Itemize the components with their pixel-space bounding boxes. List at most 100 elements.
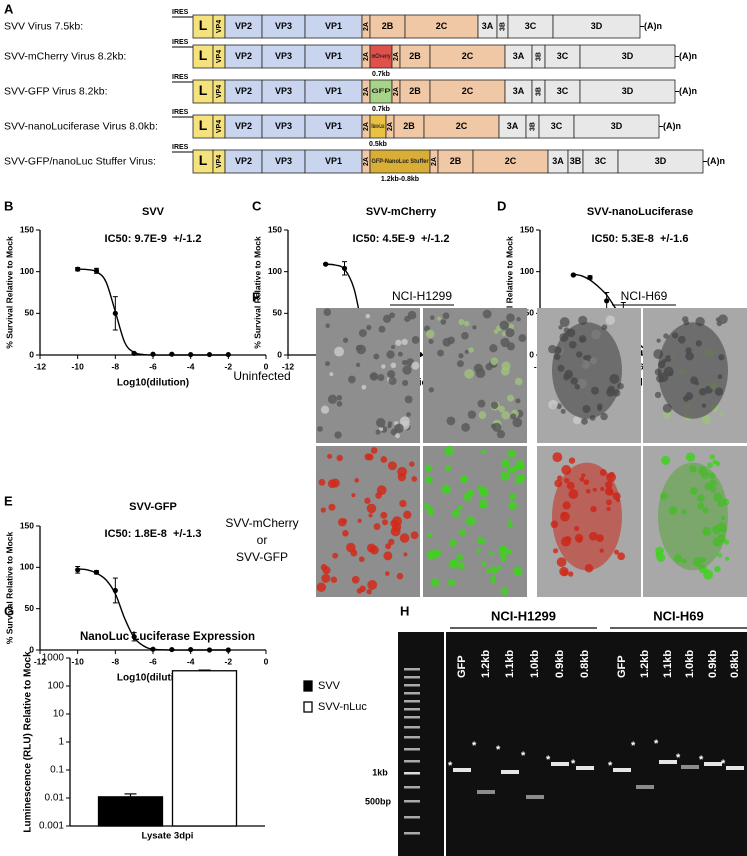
x-tick-label: -10: [72, 656, 85, 666]
cell: [442, 312, 450, 320]
cell: [336, 400, 343, 407]
gel-band: [659, 760, 677, 764]
data-point: [150, 351, 156, 357]
poly-a-tail: (A)n: [663, 121, 681, 131]
cell: [490, 401, 499, 409]
cell: [481, 561, 487, 567]
cell: [346, 542, 356, 553]
cell: [444, 465, 452, 472]
panel-label: H: [400, 603, 409, 618]
data-point: [131, 634, 137, 640]
cell: [387, 423, 392, 429]
ladder-band: [404, 772, 420, 775]
cell: [723, 539, 730, 545]
cell: [447, 336, 455, 345]
cell: [476, 548, 481, 554]
cell: [556, 557, 567, 567]
cell: [402, 365, 412, 375]
cell: [387, 370, 396, 379]
cell: [396, 572, 404, 580]
cell: [424, 475, 433, 484]
y-axis-label: % Survival Relative to Mock: [4, 236, 14, 349]
cell: [387, 461, 397, 471]
segment-label: VP4: [216, 50, 223, 63]
cell: [322, 566, 331, 575]
cell: [709, 454, 715, 460]
segment-label: 3B: [535, 52, 542, 61]
data-point: [188, 351, 194, 358]
cell: [375, 418, 386, 428]
band-marker: *: [496, 744, 501, 756]
y-tick-label: 10: [53, 709, 65, 720]
cell: [394, 423, 404, 433]
ires-label: IRES: [172, 9, 189, 16]
cell: [600, 412, 608, 421]
cell: [379, 427, 384, 432]
segment-label: VP2: [235, 156, 252, 166]
cell: [500, 337, 510, 348]
panel-label: G: [4, 603, 14, 618]
y-axis-label: % Survival Relative to Mock: [4, 532, 14, 645]
segment-label: VP1: [325, 21, 342, 31]
ladder-band: [404, 716, 420, 719]
segment-label: mCh-erry: [372, 54, 391, 60]
segment-label: 2A: [431, 157, 438, 166]
segment-label: 3B: [529, 122, 536, 131]
y-tick-label: 100: [47, 681, 64, 692]
gel-band: [551, 762, 569, 766]
cell: [351, 575, 360, 584]
segment-label: VP1: [325, 86, 342, 96]
segment-label: Nano-Luc: [372, 124, 385, 130]
ladder-band: [404, 816, 420, 819]
gel-band: [453, 768, 471, 772]
lane-label: 1.1kb: [662, 650, 674, 678]
band-marker: *: [448, 760, 453, 772]
size-marker: 1kb: [372, 767, 388, 777]
data-point: [570, 272, 576, 278]
cell: [507, 394, 515, 402]
cell: [389, 312, 395, 319]
cell: [498, 546, 508, 557]
cell: [461, 475, 468, 482]
cell: [479, 487, 489, 497]
cell: [320, 405, 330, 414]
cell: [458, 528, 466, 537]
cell: [357, 518, 362, 523]
segment-label: VP4: [216, 120, 223, 133]
cell: [548, 344, 557, 354]
panel-label: F: [252, 289, 260, 304]
cell: [559, 566, 569, 577]
ladder-band: [404, 700, 420, 703]
cell: [429, 315, 435, 320]
cell-cluster: [658, 462, 728, 571]
cell: [558, 325, 563, 330]
cell: [366, 324, 372, 331]
segment-label: VP1: [325, 121, 342, 131]
cell: [382, 314, 392, 323]
cell: [500, 471, 510, 481]
y-tick-label: 100: [20, 266, 34, 276]
cell: [461, 422, 471, 432]
ladder-band: [404, 726, 420, 729]
cell: [432, 548, 442, 558]
insert-size: 0.7kb: [372, 106, 390, 113]
cell: [518, 334, 527, 343]
cell: [425, 464, 433, 472]
cell: [395, 433, 400, 439]
legend-label: SVV-nLuc: [318, 701, 367, 713]
x-tick-label: -6: [149, 656, 157, 666]
cell: [390, 362, 397, 369]
segment-label: VP2: [235, 86, 252, 96]
cell: [661, 455, 671, 466]
cell: [489, 344, 498, 353]
construct-name: SVV Virus 7.5kb:: [4, 20, 83, 32]
cell: [318, 478, 326, 486]
cell: [605, 315, 616, 325]
band-marker: *: [676, 752, 681, 764]
cell: [428, 387, 435, 393]
x-tick-label: -4: [187, 656, 195, 666]
segment-label: L: [199, 117, 208, 133]
cell: [477, 399, 486, 408]
segment-label: 2B: [382, 21, 394, 31]
